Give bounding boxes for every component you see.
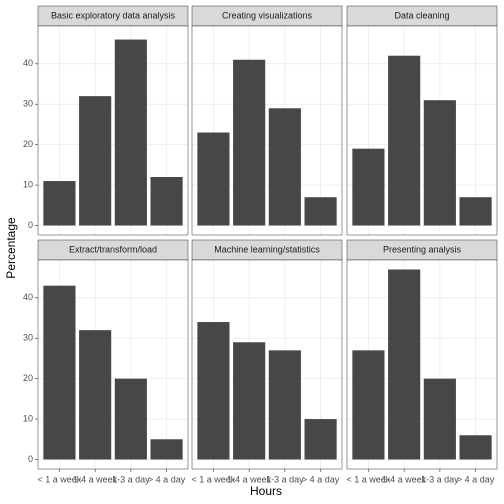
bar <box>459 435 492 460</box>
y-tick-label: 20 <box>23 139 33 149</box>
y-axis-title: Percentage <box>4 217 18 279</box>
x-tick-label: 1-4 a week <box>382 474 427 484</box>
bar <box>268 108 301 226</box>
panel-title: Data cleaning <box>394 10 449 20</box>
x-tick-label: > 4 a day <box>457 474 495 484</box>
panel-border <box>37 25 189 236</box>
y-tick-label: 0 <box>28 220 33 230</box>
bar <box>388 55 421 226</box>
bar <box>423 100 456 226</box>
x-tick-label: < 1 a week <box>347 474 391 484</box>
panel-border <box>346 259 498 470</box>
y-tick-label: 30 <box>23 99 33 109</box>
y-tick-label: 30 <box>23 333 33 343</box>
panel-border <box>191 259 343 470</box>
bar <box>114 378 147 460</box>
bar <box>43 181 76 226</box>
y-tick-label: 10 <box>23 179 33 189</box>
bar <box>268 350 301 460</box>
x-tick-label: 1-4 a week <box>227 474 272 484</box>
panel-title: Presenting analysis <box>383 244 462 254</box>
x-tick-label: 1-4 a week <box>73 474 118 484</box>
panel-border <box>37 259 189 470</box>
x-tick-label: 1-3 a day <box>112 474 150 484</box>
y-tick-label: 0 <box>28 454 33 464</box>
bar <box>43 285 76 460</box>
y-tick-label: 40 <box>23 58 33 68</box>
bar <box>150 439 183 460</box>
bar <box>459 197 492 226</box>
y-tick-label: 10 <box>23 413 33 423</box>
x-tick-label: > 4 a day <box>302 474 340 484</box>
x-axis-title: Hours <box>250 484 282 498</box>
bar <box>150 176 183 226</box>
x-tick-label: < 1 a week <box>38 474 82 484</box>
x-tick-label: 1-3 a day <box>421 474 459 484</box>
bar <box>197 322 230 460</box>
y-tick-label: 20 <box>23 373 33 383</box>
bar <box>352 350 385 460</box>
bar <box>79 330 112 460</box>
bar <box>388 269 421 460</box>
bar <box>79 96 112 226</box>
panel-border <box>191 25 343 236</box>
bar <box>304 419 337 460</box>
x-tick-label: > 4 a day <box>148 474 186 484</box>
bar <box>233 59 266 226</box>
panel-title: Basic exploratory data analysis <box>51 10 176 20</box>
panel-border <box>346 25 498 236</box>
bar <box>352 148 385 226</box>
y-tick-label: 40 <box>23 292 33 302</box>
x-tick-label: 1-3 a day <box>266 474 304 484</box>
panel-title: Machine learning/statistics <box>214 244 320 254</box>
bar <box>197 132 230 226</box>
x-tick-label: < 1 a week <box>192 474 236 484</box>
bar <box>423 378 456 460</box>
bar <box>114 39 147 226</box>
panel-title: Extract/transform/load <box>69 244 157 254</box>
bar <box>233 342 266 460</box>
panel-title: Creating visualizations <box>222 10 313 20</box>
bar <box>304 197 337 226</box>
